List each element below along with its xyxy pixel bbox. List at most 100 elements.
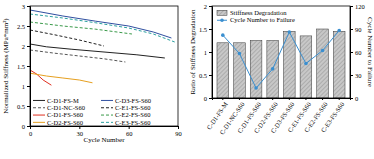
tick-label: 1.5 — [199, 26, 207, 33]
tick-mark — [27, 66, 30, 67]
axis-line — [27, 7, 31, 127]
tick-mark — [222, 98, 223, 100]
tick: 1.5 — [17, 63, 30, 70]
legend-swatch — [101, 107, 113, 108]
tick-mark — [27, 86, 30, 87]
axis-title: Cycle Number — [83, 136, 125, 144]
tick-label: 90 — [355, 26, 362, 33]
marker — [238, 52, 242, 56]
tick: C-E3-FS-S60 — [319, 98, 345, 134]
tick-mark — [209, 98, 212, 99]
tick-mark — [27, 46, 30, 47]
tick-mark — [272, 98, 273, 100]
series-line — [30, 30, 104, 46]
tick-mark — [129, 126, 130, 129]
axis-line — [213, 99, 351, 101]
axis-line — [31, 127, 179, 130]
legend-swatch — [101, 115, 113, 116]
tick-label: 1 — [22, 83, 25, 90]
series-line — [30, 50, 125, 62]
tick: 30 — [350, 72, 362, 79]
tick: 0.5 — [199, 72, 212, 79]
legend-item: C-E1-FS-S60 — [101, 104, 150, 111]
tick-mark — [79, 126, 80, 129]
tick-mark — [305, 98, 306, 100]
tick-label: 120 — [355, 3, 365, 10]
tick: 1.5 — [199, 26, 212, 33]
legend-item: C-E3-FS-S60 — [101, 119, 150, 126]
x-axis: C-D1-FS-MC-D1-NC-S60C-D1-FS-S60C-D2-FS-S… — [205, 98, 350, 136]
legend-label: C-D1-FS-S60 — [47, 111, 83, 118]
tick: 0 — [22, 123, 30, 130]
tick-mark — [27, 26, 30, 27]
series-line — [30, 73, 92, 83]
tick: 90 — [175, 126, 182, 137]
legend-swatch — [33, 122, 45, 123]
legend-swatch — [101, 122, 113, 123]
marker — [321, 49, 325, 53]
axis-title: Ratio of Stiffness Degradation — [189, 9, 197, 95]
y-axis: 0 0.5 1 1.5 2 2.5 3 — [17, 3, 31, 130]
tick-label: 0 — [204, 95, 207, 102]
marker — [221, 33, 225, 37]
chart-canvas: 030609000.511.522.53Cycle NumberNormaliz… — [0, 0, 374, 159]
tick: 120 — [350, 3, 365, 10]
tick: 0 — [29, 126, 32, 137]
tick: 60 — [126, 126, 133, 137]
legend-swatch — [101, 100, 113, 101]
tick-mark — [322, 98, 323, 100]
tick: 3 — [22, 3, 30, 10]
marker — [271, 67, 275, 71]
legend-label: C-D1-FS-M — [47, 97, 79, 104]
legend-label: C-D3-FS-S60 — [115, 97, 151, 104]
axis-line — [351, 7, 354, 99]
tick-mark — [350, 98, 353, 99]
legend-marker — [220, 18, 224, 22]
tick-label: 3 — [22, 3, 25, 10]
tick: 60 — [350, 49, 362, 56]
tick-label: 0 — [22, 123, 25, 130]
legend: C-D1-FS-MC-D1-NC-S60C-D1-FS-S60C-D2-FS-S… — [33, 97, 151, 126]
tick-mark — [209, 75, 212, 76]
plot-frame — [212, 6, 350, 98]
legend-label: C-D2-FS-S60 — [47, 119, 83, 126]
bar — [234, 43, 246, 98]
legend-item: Cycle Number to Failure — [217, 16, 295, 23]
tick-mark — [27, 106, 30, 107]
tick-label: 0.5 — [17, 103, 25, 110]
tick: 0.5 — [17, 103, 30, 110]
tick-mark — [289, 98, 290, 100]
legend-swatch — [33, 107, 45, 108]
tick-mark — [350, 75, 353, 76]
tick-label: 0.5 — [199, 72, 207, 79]
bar-line-chart: C-D1-FS-MC-D1-NC-S60C-D1-FS-S60C-D2-FS-S… — [189, 3, 374, 136]
tick-label: 2.5 — [17, 23, 25, 30]
marker — [288, 30, 292, 34]
legend-label: C-D1-NC-S60 — [47, 104, 85, 111]
legend-swatch — [217, 10, 227, 15]
series-line — [30, 22, 132, 34]
series-line — [30, 70, 51, 85]
tick: 0 — [204, 95, 212, 102]
legend-item: C-E2-FS-S60 — [101, 111, 150, 118]
bar — [217, 43, 229, 98]
tick-mark — [178, 126, 179, 129]
tick: 90 — [350, 26, 362, 33]
bar — [317, 29, 329, 98]
tick-mark — [27, 6, 30, 7]
tick-mark — [209, 29, 212, 30]
marker — [337, 29, 341, 33]
plot-area — [217, 29, 345, 98]
tick-label: 30 — [355, 72, 362, 79]
y-axis: 0 0.5 1 1.5 2 — [199, 3, 213, 102]
series-line — [30, 44, 165, 58]
tick-mark — [27, 126, 30, 127]
tick-mark — [350, 52, 353, 53]
tick-mark — [339, 98, 340, 100]
tick: 2 — [22, 43, 30, 50]
marker — [254, 86, 258, 90]
tick: 2 — [204, 3, 212, 10]
tick-label: 1 — [204, 49, 207, 56]
legend-label: C-E3-FS-S60 — [115, 119, 150, 126]
plot-frame — [30, 6, 178, 126]
